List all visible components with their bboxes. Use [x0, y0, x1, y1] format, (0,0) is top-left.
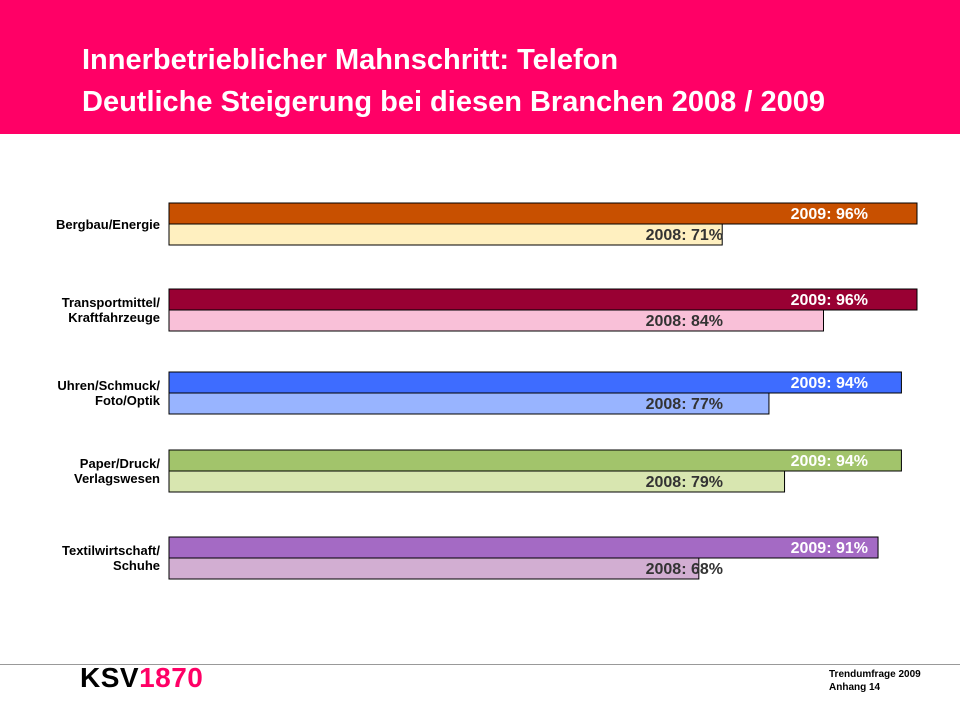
- bar-2009: [168, 536, 879, 559]
- bar-2008: [168, 470, 786, 493]
- footer-info: Trendumfrage 2009 Anhang 14: [829, 668, 921, 694]
- footer-divider: [0, 664, 960, 665]
- page-title: Innerbetrieblicher Mahnschritt: Telefon: [82, 44, 619, 76]
- category-label: Bergbau/Energie: [56, 217, 160, 232]
- data-label-2009: 2009: 94%: [791, 453, 868, 470]
- data-label-2009: 2009: 96%: [791, 292, 868, 309]
- data-label-2008: 2008: 68%: [646, 561, 723, 578]
- data-label-2008: 2008: 71%: [646, 227, 723, 244]
- category-label: Textilwirtschaft/Schuhe: [62, 543, 160, 573]
- category-label: Paper/Druck/Verlagswesen: [74, 456, 160, 486]
- ksv-logo: KSV1870: [80, 662, 203, 694]
- bar-2008: [168, 557, 700, 580]
- data-label-2009: 2009: 94%: [791, 375, 868, 392]
- page-subtitle: Deutliche Steigerung bei diesen Branchen…: [82, 86, 825, 118]
- data-label-2009: 2009: 91%: [791, 540, 868, 557]
- bar-2008: [168, 223, 723, 246]
- footer-survey-label: Trendumfrage 2009: [829, 669, 921, 680]
- data-label-2009: 2009: 96%: [791, 206, 868, 223]
- data-label-2008: 2008: 77%: [646, 396, 723, 413]
- bar-chart: Bergbau/Energie 2009: 96% 2008: 71% Transpo…: [56, 202, 918, 580]
- category-label: Transportmittel/Kraftfahrzeuge: [62, 295, 161, 325]
- logo-text: KSV: [80, 662, 140, 693]
- bar-2008: [168, 392, 770, 415]
- data-label-2008: 2008: 79%: [646, 474, 723, 491]
- footer-appendix-label: Anhang 14: [829, 682, 881, 693]
- logo-number: 1870: [139, 662, 204, 693]
- bar-2008: [168, 309, 824, 332]
- title-banner: Innerbetrieblicher Mahnschritt: Telefon …: [0, 0, 960, 134]
- data-label-2008: 2008: 84%: [646, 313, 723, 330]
- category-label: Uhren/Schmuck/Foto/Optik: [57, 378, 160, 408]
